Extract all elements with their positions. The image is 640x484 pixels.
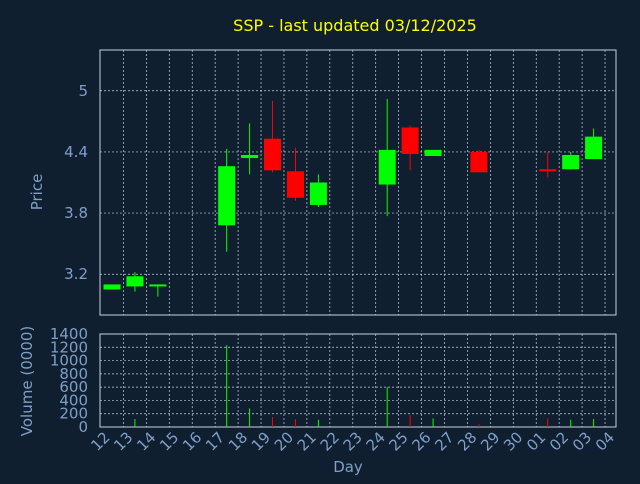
volume-tick-label: 1200 <box>50 338 88 356</box>
candle-body <box>126 276 144 287</box>
volume-tick-label: 800 <box>59 365 88 383</box>
candle-body <box>378 149 396 185</box>
candle-body <box>103 284 121 290</box>
day-axis-label: Day <box>333 458 363 476</box>
volume-tick-label: 200 <box>59 405 88 423</box>
chart-title: SSP - last updated 03/12/2025 <box>233 16 477 35</box>
candle-body <box>539 169 557 172</box>
price-tick-label: 3.2 <box>64 265 88 283</box>
day-tick-label: 04 <box>592 428 618 454</box>
price-panel: 5 4.4 3.8 3.2 <box>64 49 617 316</box>
candle-body <box>585 136 603 160</box>
price-axis-label: Price <box>28 174 46 211</box>
candle-body <box>309 182 327 205</box>
volume-plot-frame <box>99 333 617 428</box>
volume-tick-label: 400 <box>59 391 88 409</box>
price-plot-frame <box>99 49 617 316</box>
volume-tick-label: 1000 <box>50 352 88 370</box>
volume-axis-label: Volume (0000) <box>18 326 36 436</box>
candle-body <box>241 154 259 159</box>
candle-body <box>562 154 580 170</box>
volume-panel: 1400120010008006004002000121314151617181… <box>50 325 618 455</box>
candle-body <box>264 138 282 171</box>
candle-body <box>424 149 442 156</box>
candle-body <box>218 166 236 226</box>
volume-tick-label: 1400 <box>50 325 88 343</box>
price-tick-label: 3.8 <box>64 204 88 222</box>
candle-body <box>149 284 167 287</box>
candle-body <box>286 171 304 198</box>
volume-tick-label: 0 <box>78 418 88 436</box>
candle-body <box>401 127 419 154</box>
price-tick-label: 5 <box>78 82 88 100</box>
price-tick-label: 4.4 <box>64 143 88 161</box>
candle-body <box>470 151 488 173</box>
volume-tick-label: 600 <box>59 378 88 396</box>
